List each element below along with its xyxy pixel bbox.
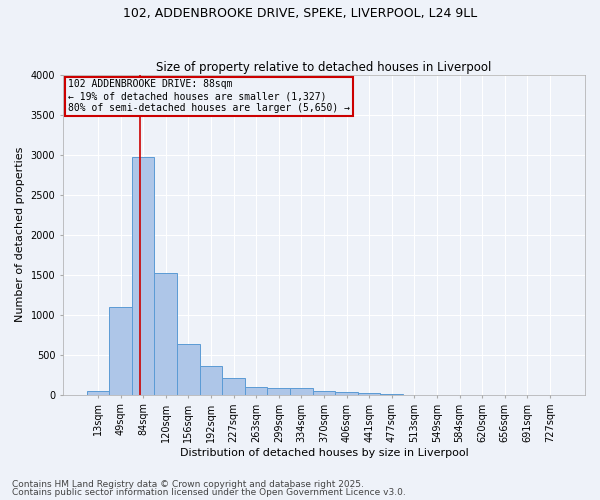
Bar [358,394,380,395]
Bar [245,387,268,395]
Text: 102, ADDENBROOKE DRIVE, SPEKE, LIVERPOOL, L24 9LL: 102, ADDENBROOKE DRIVE, SPEKE, LIVERPOOL… [123,8,477,20]
Bar [268,388,290,395]
Bar [290,388,313,395]
Bar [86,391,109,395]
Title: Size of property relative to detached houses in Liverpool: Size of property relative to detached ho… [156,60,491,74]
Bar [200,366,222,395]
Bar [132,157,154,395]
Text: Contains HM Land Registry data © Crown copyright and database right 2025.: Contains HM Land Registry data © Crown c… [12,480,364,489]
Text: 102 ADDENBROOKE DRIVE: 88sqm
← 19% of detached houses are smaller (1,327)
80% of: 102 ADDENBROOKE DRIVE: 88sqm ← 19% of de… [68,80,350,112]
Text: Contains public sector information licensed under the Open Government Licence v3: Contains public sector information licen… [12,488,406,497]
Y-axis label: Number of detached properties: Number of detached properties [15,147,25,322]
Bar [109,307,132,395]
Bar [380,394,403,395]
Bar [313,391,335,395]
Bar [222,378,245,395]
Bar [335,392,358,395]
Bar [154,273,177,395]
X-axis label: Distribution of detached houses by size in Liverpool: Distribution of detached houses by size … [179,448,469,458]
Bar [177,344,200,395]
